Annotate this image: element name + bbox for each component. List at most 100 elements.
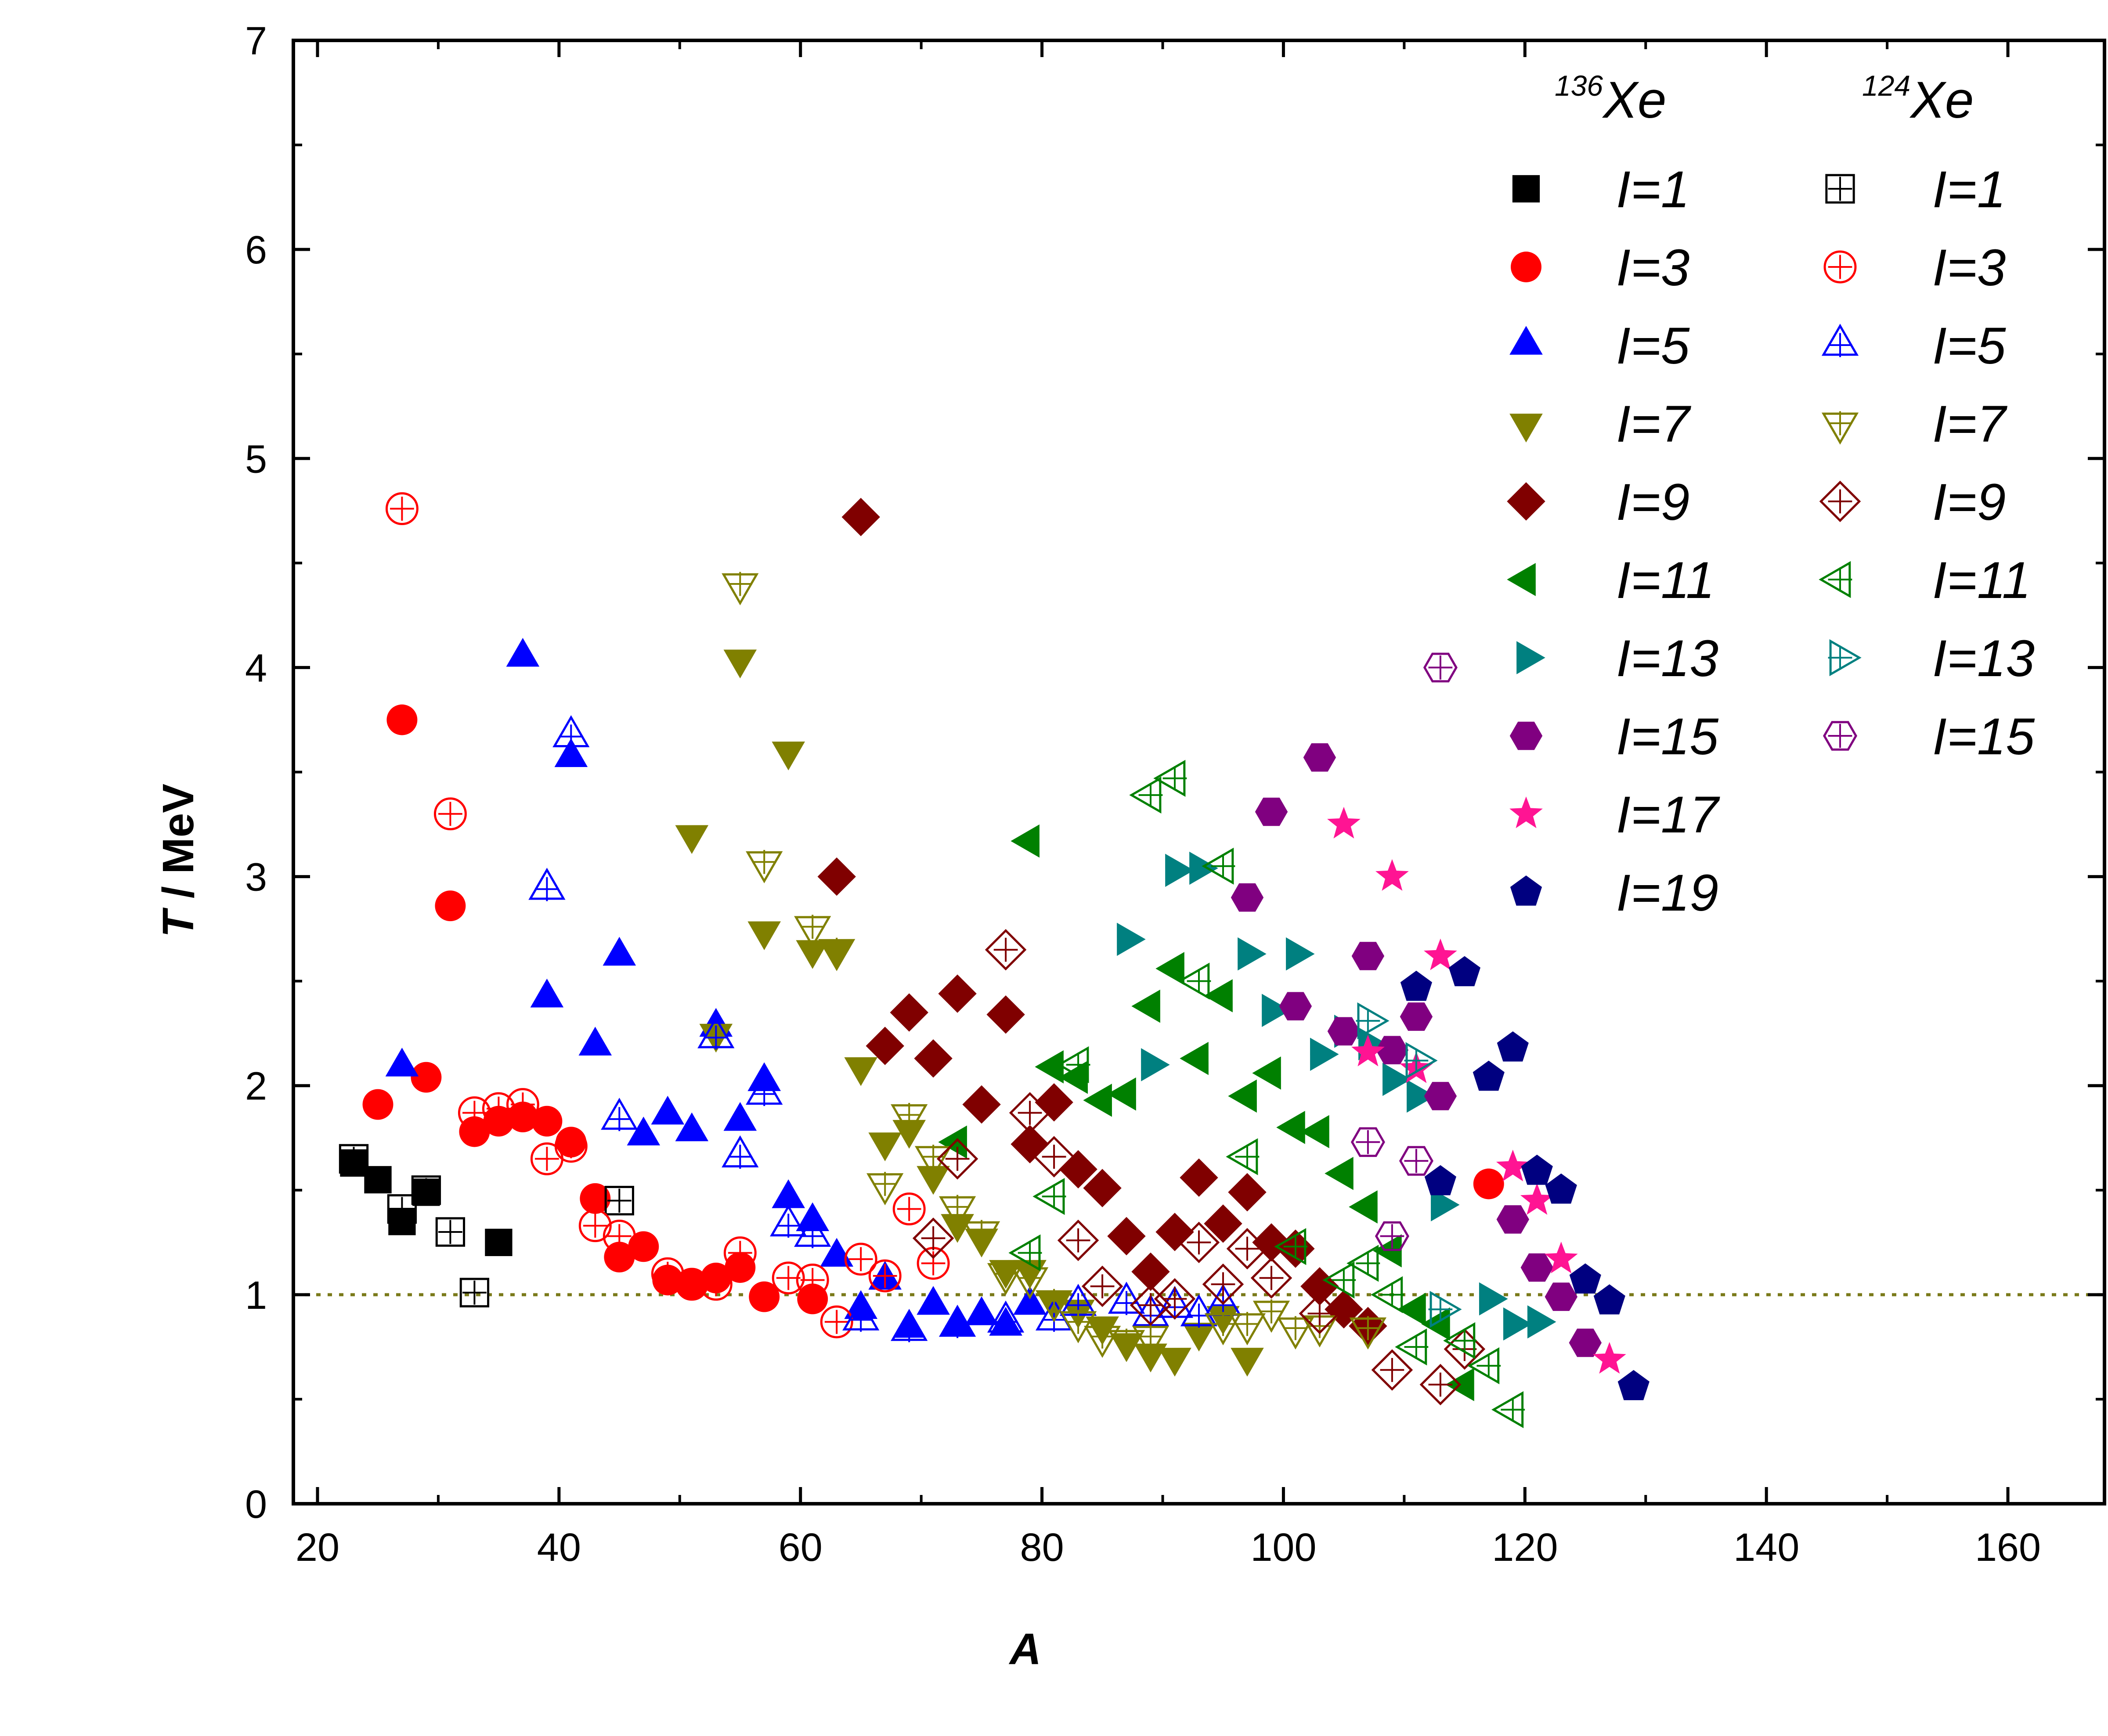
data-point xyxy=(794,915,831,948)
data-point xyxy=(1491,1391,1525,1428)
data-point xyxy=(554,1130,588,1163)
data-point xyxy=(770,1204,807,1238)
data-point xyxy=(578,1209,612,1243)
series-136xe-i-13 xyxy=(1117,851,1556,1341)
legend-item: I=1 xyxy=(1512,161,1689,219)
data-point xyxy=(1165,854,1194,887)
data-point xyxy=(1277,1316,1314,1350)
data-point xyxy=(1617,1370,1650,1401)
data-point xyxy=(1008,1234,1042,1271)
data-point xyxy=(1327,807,1361,839)
data-point xyxy=(1497,1031,1529,1062)
data-points xyxy=(339,492,1650,1428)
legend-header: 124Xe xyxy=(1862,69,1974,129)
y-tick-label: 6 xyxy=(245,228,267,272)
data-point xyxy=(985,929,1027,971)
data-point xyxy=(458,1096,491,1130)
data-point xyxy=(1153,760,1187,797)
data-point xyxy=(1407,1079,1436,1113)
data-point xyxy=(912,1217,954,1259)
data-point xyxy=(1204,1204,1242,1243)
data-point xyxy=(844,1243,877,1276)
data-point xyxy=(675,825,709,854)
data-point xyxy=(1177,962,1211,1000)
data-point xyxy=(1356,1002,1390,1040)
legend-item: I=13 xyxy=(1828,630,2035,688)
data-point xyxy=(1496,1205,1529,1234)
data-point xyxy=(1322,1261,1356,1299)
data-point xyxy=(936,1138,978,1180)
legend-label: I=15 xyxy=(1932,708,2035,766)
series-124xe-i-9 xyxy=(912,929,1486,1405)
data-point xyxy=(1424,1082,1457,1110)
data-point xyxy=(1569,1263,1601,1294)
legend-header: 136Xe xyxy=(1555,69,1666,129)
data-point xyxy=(917,1246,950,1280)
data-point xyxy=(866,1026,904,1065)
data-point xyxy=(891,1103,928,1137)
data-point xyxy=(938,974,977,1013)
x-tick-label: 40 xyxy=(537,1526,581,1570)
data-point xyxy=(1117,922,1146,956)
data-point xyxy=(1155,1213,1194,1251)
data-point xyxy=(1081,1265,1123,1307)
data-point xyxy=(1274,1228,1308,1265)
data-point xyxy=(1231,883,1264,912)
data-point xyxy=(1325,1156,1354,1190)
data-point xyxy=(1520,1253,1553,1282)
data-point xyxy=(987,1300,1025,1334)
data-point xyxy=(628,1231,659,1262)
data-point xyxy=(987,1261,1025,1295)
legend-item: I=13 xyxy=(1516,630,1718,688)
legend-label: I=19 xyxy=(1616,864,1718,922)
data-point xyxy=(603,936,636,966)
data-point xyxy=(1059,1150,1097,1189)
data-point xyxy=(1033,1136,1075,1178)
data-point xyxy=(1479,1282,1508,1316)
data-point xyxy=(1375,1221,1409,1251)
data-point xyxy=(842,1298,880,1332)
legend-marker xyxy=(1512,175,1540,203)
data-point xyxy=(1011,824,1040,858)
data-point xyxy=(385,1048,419,1077)
data-point xyxy=(482,1092,515,1125)
data-point xyxy=(1131,990,1160,1023)
data-point xyxy=(1178,1221,1220,1264)
series-136xe-i-15 xyxy=(1231,743,1602,1357)
x-axis-title: A xyxy=(1008,1624,1041,1674)
data-point xyxy=(1250,1257,1292,1299)
data-point xyxy=(1204,1312,1242,1346)
legend-label: I=1 xyxy=(1616,161,1689,219)
legend-label: I=13 xyxy=(1616,630,1718,688)
data-point xyxy=(385,492,419,526)
data-point xyxy=(938,1304,976,1338)
legend-marker xyxy=(1507,482,1545,521)
data-point xyxy=(1253,1299,1290,1333)
data-point xyxy=(1592,1342,1626,1374)
data-point xyxy=(386,704,418,735)
series-124xe-i-11 xyxy=(1008,760,1525,1428)
data-point xyxy=(485,1228,513,1256)
legend-item: I=3 xyxy=(1823,239,2006,297)
data-point xyxy=(1226,1138,1260,1175)
legend: 136Xe 124Xe I=1 I=3 I=5 I=7 I=9 I=11 I=13 I=15 I=1… xyxy=(1507,69,2035,922)
data-point xyxy=(651,1095,685,1125)
data-point xyxy=(433,797,467,831)
data-point xyxy=(552,715,590,749)
data-point xyxy=(1252,1056,1281,1090)
data-point xyxy=(1419,1364,1462,1405)
data-point xyxy=(1032,1178,1066,1215)
data-point xyxy=(1202,847,1235,885)
legend-label: I=17 xyxy=(1616,786,1720,844)
series-124xe-i-1 xyxy=(339,1144,634,1307)
legend-marker xyxy=(1509,326,1543,355)
legend-label: I=13 xyxy=(1932,630,2035,688)
data-point xyxy=(796,940,829,969)
data-point xyxy=(1035,1289,1073,1322)
data-point xyxy=(747,921,781,951)
data-point xyxy=(1083,1084,1112,1117)
y-tick-label: 5 xyxy=(245,437,267,481)
legend-item: I=15 xyxy=(1509,708,1718,766)
data-point xyxy=(1503,1307,1532,1341)
legend-item: I=19 xyxy=(1510,864,1718,922)
